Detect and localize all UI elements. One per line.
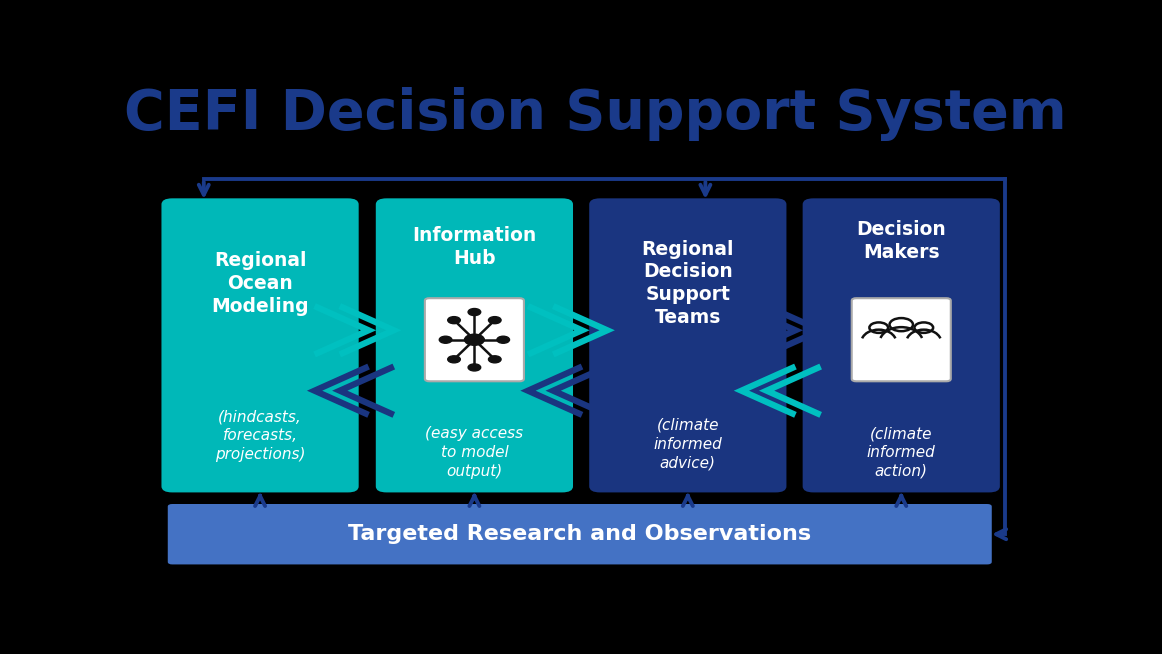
FancyBboxPatch shape — [167, 504, 992, 564]
Text: (easy access
to model
output): (easy access to model output) — [425, 426, 523, 479]
Circle shape — [447, 356, 460, 363]
FancyBboxPatch shape — [803, 198, 999, 492]
FancyBboxPatch shape — [162, 198, 359, 492]
Circle shape — [488, 356, 501, 363]
Text: CEFI Decision Support System: CEFI Decision Support System — [124, 87, 1067, 141]
Circle shape — [497, 336, 509, 343]
Text: (hindcasts,
forecasts,
projections): (hindcasts, forecasts, projections) — [215, 409, 306, 462]
Text: Regional
Ocean
Modeling: Regional Ocean Modeling — [211, 251, 309, 316]
Text: (climate
informed
action): (climate informed action) — [867, 426, 935, 479]
FancyBboxPatch shape — [589, 198, 787, 492]
Circle shape — [465, 334, 485, 345]
Circle shape — [468, 309, 481, 316]
Circle shape — [439, 336, 452, 343]
Circle shape — [447, 317, 460, 324]
Text: (climate
informed
advice): (climate informed advice) — [653, 418, 723, 470]
Text: Decision
Makers: Decision Makers — [856, 220, 946, 262]
Text: Information
Hub: Information Hub — [413, 226, 537, 267]
FancyBboxPatch shape — [375, 198, 573, 492]
FancyBboxPatch shape — [425, 298, 524, 381]
Text: Regional
Decision
Support
Teams: Regional Decision Support Teams — [641, 240, 734, 327]
Text: Targeted Research and Observations: Targeted Research and Observations — [349, 525, 811, 544]
Circle shape — [468, 364, 481, 371]
Circle shape — [488, 317, 501, 324]
FancyBboxPatch shape — [852, 298, 951, 381]
